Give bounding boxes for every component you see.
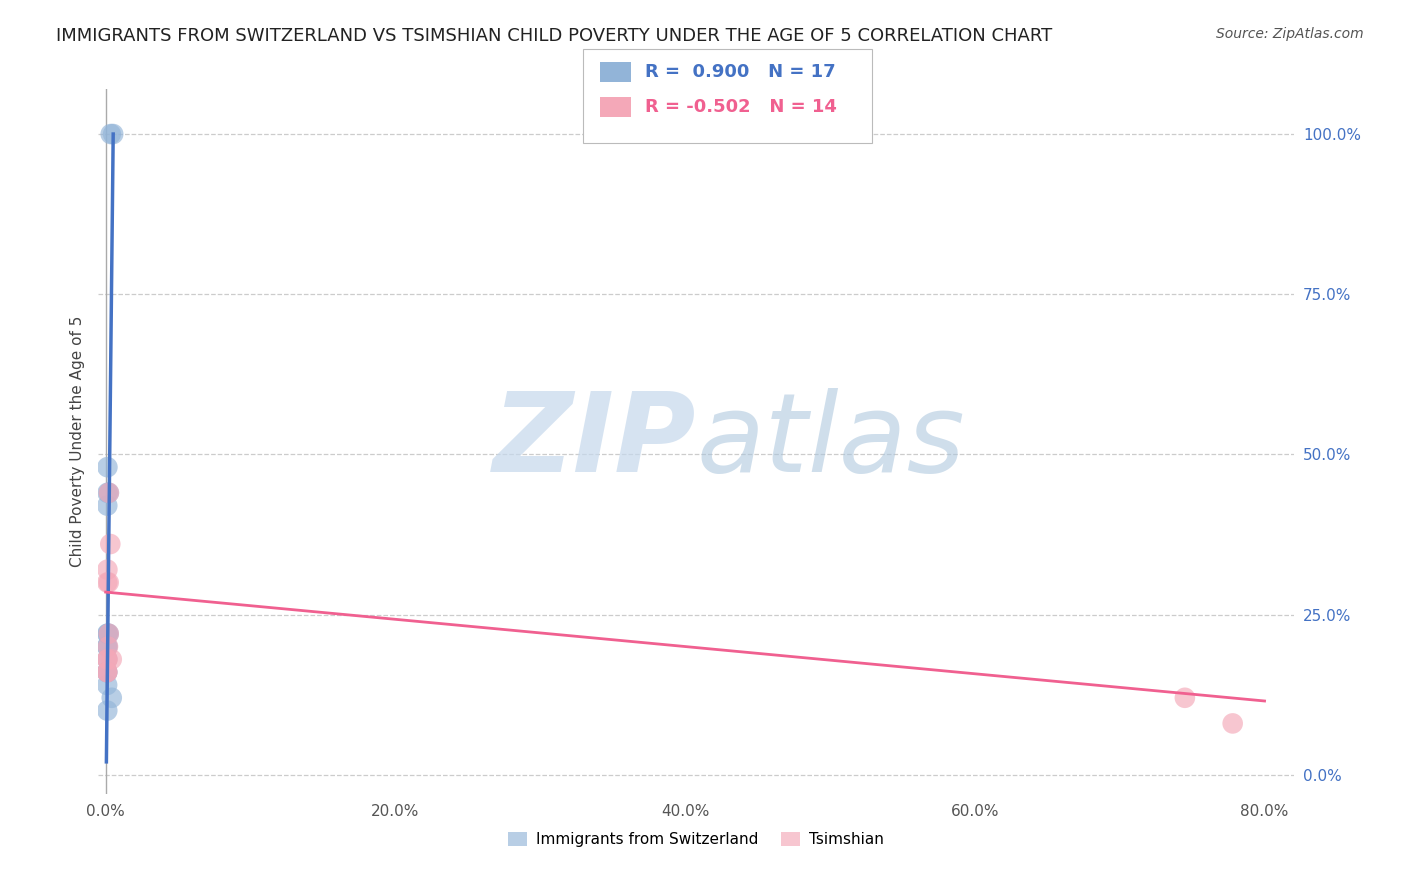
Point	[96, 626, 118, 640]
Point	[97, 640, 120, 654]
Point	[97, 575, 120, 590]
Text: atlas: atlas	[696, 388, 965, 495]
Point	[1174, 690, 1197, 705]
Point	[96, 652, 118, 666]
Point	[97, 626, 120, 640]
Text: IMMIGRANTS FROM SWITZERLAND VS TSIMSHIAN CHILD POVERTY UNDER THE AGE OF 5 CORREL: IMMIGRANTS FROM SWITZERLAND VS TSIMSHIAN…	[56, 27, 1053, 45]
Point	[96, 575, 118, 590]
Point	[100, 690, 122, 705]
Point	[97, 485, 120, 500]
Point	[100, 127, 122, 141]
Point	[96, 704, 118, 718]
Point	[96, 640, 118, 654]
Point	[96, 640, 118, 654]
Point	[96, 652, 118, 666]
Y-axis label: Child Poverty Under the Age of 5: Child Poverty Under the Age of 5	[69, 316, 84, 567]
Legend: Immigrants from Switzerland, Tsimshian: Immigrants from Switzerland, Tsimshian	[502, 826, 890, 853]
Point	[96, 485, 118, 500]
Point	[96, 460, 118, 475]
Text: R =  0.900   N = 17: R = 0.900 N = 17	[645, 63, 837, 81]
Point	[98, 537, 121, 551]
Point	[96, 499, 118, 513]
Text: ZIP: ZIP	[492, 388, 696, 495]
Point	[100, 652, 122, 666]
Point	[97, 485, 120, 500]
Point	[96, 678, 118, 692]
Point	[96, 563, 118, 577]
Point	[96, 665, 118, 680]
Point	[96, 665, 118, 680]
Text: Source: ZipAtlas.com: Source: ZipAtlas.com	[1216, 27, 1364, 41]
Point	[103, 127, 125, 141]
Point	[97, 626, 120, 640]
Point	[97, 626, 120, 640]
Text: R = -0.502   N = 14: R = -0.502 N = 14	[645, 98, 837, 116]
Point	[1222, 716, 1244, 731]
Point	[96, 665, 118, 680]
Point	[96, 665, 118, 680]
Point	[96, 652, 118, 666]
